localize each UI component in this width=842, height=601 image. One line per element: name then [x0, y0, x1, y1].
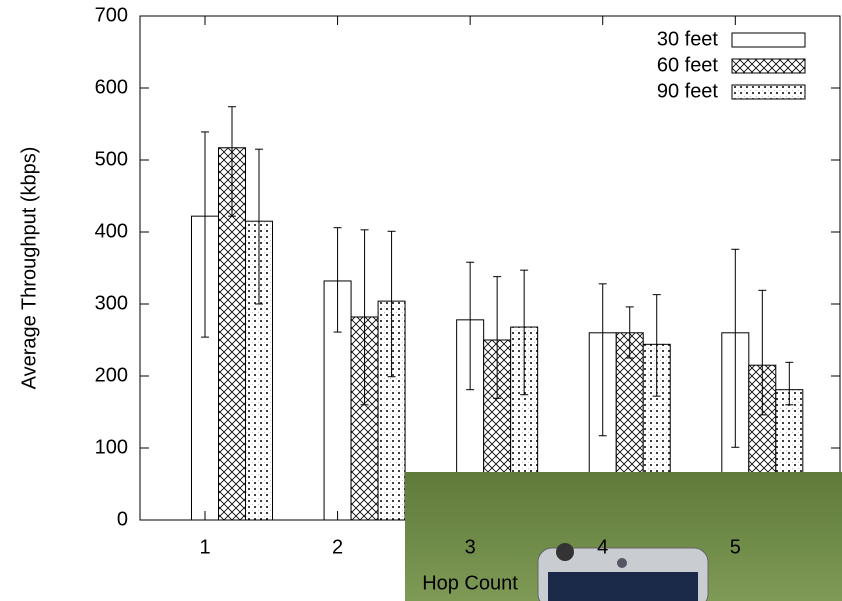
y-axis-label: Average Throughput (kbps): [18, 147, 40, 390]
legend-swatch: [732, 85, 805, 99]
y-tick-label: 200: [95, 364, 128, 386]
legend-label: 30 feet: [657, 28, 719, 50]
legend-label: 90 feet: [657, 80, 719, 102]
y-tick-label: 300: [95, 292, 128, 314]
y-tick-label: 100: [95, 436, 128, 458]
x-axis-label: Hop Count: [422, 572, 518, 594]
x-tick-label: 1: [199, 536, 210, 558]
x-tick-label: 5: [730, 536, 741, 558]
y-tick-label: 0: [117, 508, 128, 530]
y-tick-label: 600: [95, 76, 128, 98]
y-tick-label: 400: [95, 220, 128, 242]
page: {"chart_data": {"type": "bar", "x_label"…: [0, 0, 842, 601]
x-tick-label: 4: [597, 536, 608, 558]
y-tick-label: 500: [95, 148, 128, 170]
y-tick-label: 700: [95, 4, 128, 26]
legend-swatch: [732, 59, 805, 73]
x-tick-label: 3: [465, 536, 476, 558]
legend-label: 60 feet: [657, 54, 719, 76]
x-tick-label: 2: [332, 536, 343, 558]
legend-swatch: [732, 33, 805, 47]
chart: Hop Count Average Throughput (kbps) 0 100…: [0, 0, 842, 601]
